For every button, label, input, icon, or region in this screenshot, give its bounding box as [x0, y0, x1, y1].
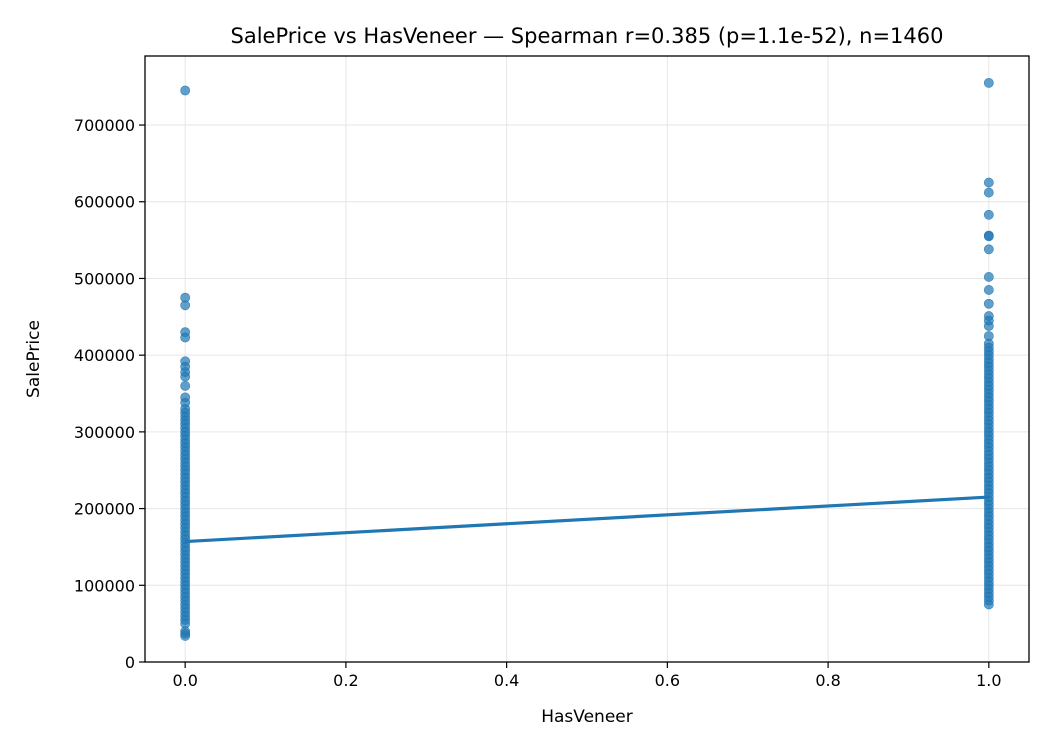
x-axis-label: HasVeneer: [541, 707, 633, 727]
data-point: [983, 272, 994, 282]
data-point: [983, 77, 994, 88]
data-point: [983, 321, 994, 331]
data-point: [180, 300, 191, 311]
y-tick-label: 100000: [74, 576, 135, 595]
x-tick-label: 0.6: [655, 671, 680, 690]
y-tick-label: 200000: [74, 500, 135, 519]
data-point: [180, 332, 191, 343]
data-point: [983, 177, 994, 188]
x-tick-label: 1.0: [976, 671, 1001, 690]
y-tick-label: 0: [125, 653, 135, 672]
y-tick-label: 700000: [74, 116, 135, 135]
data-point: [180, 631, 191, 641]
data-point: [983, 209, 994, 220]
y-tick-label: 400000: [74, 346, 135, 365]
data-point: [983, 244, 994, 255]
y-axis-label: SalePrice: [24, 320, 44, 398]
data-point: [983, 231, 994, 242]
data-point: [983, 285, 994, 295]
x-tick-label: 0.4: [494, 671, 519, 690]
plot-frame: [144, 55, 1030, 663]
fit-line-layer: [185, 495, 989, 544]
data-point: [983, 298, 994, 309]
fit-line: [185, 495, 989, 544]
data-point: [180, 371, 191, 382]
x-tick-label: 0.2: [333, 671, 358, 690]
points-layer: [180, 77, 994, 641]
data-point: [983, 599, 994, 610]
data-point: [983, 187, 994, 198]
y-tick-label: 500000: [74, 269, 135, 288]
y-tick-label: 300000: [74, 423, 135, 442]
data-point: [180, 85, 191, 96]
chart-title: SalePrice vs HasVeneer — Spearman r=0.38…: [231, 24, 944, 48]
x-tick-label: 0.0: [172, 671, 197, 690]
tick-layer: 0.0 0.2 0.4 0.6 0.8 1.0 0 100000 200000 300000 400…: [74, 116, 1002, 690]
x-tick-label: 0.8: [815, 671, 840, 690]
y-tick-label: 600000: [74, 193, 135, 212]
data-point: [180, 380, 191, 391]
